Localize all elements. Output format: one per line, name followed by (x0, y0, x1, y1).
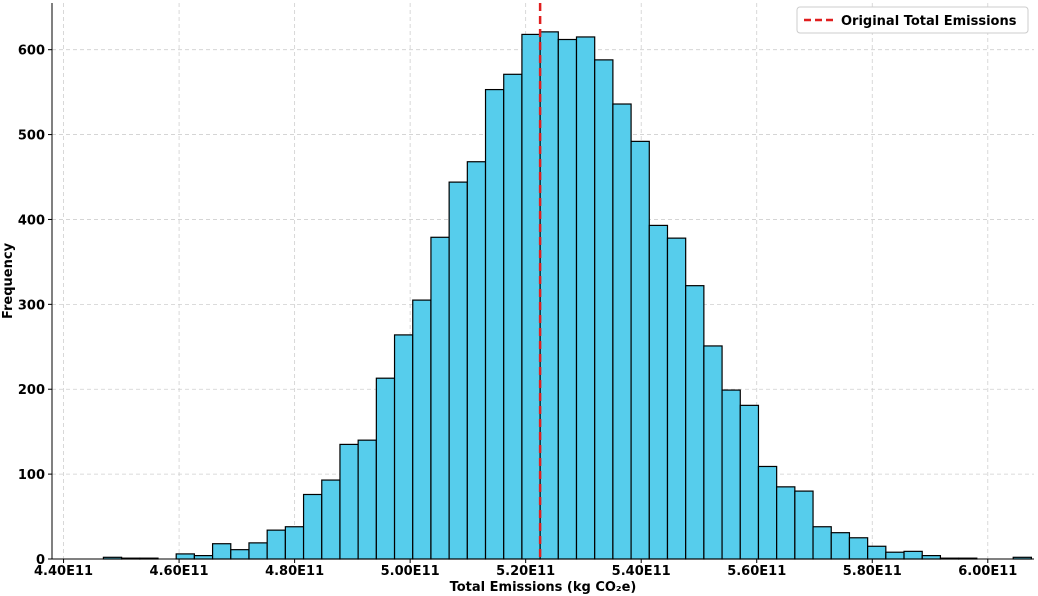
histogram-bar (739, 404, 760, 560)
histogram-bar (266, 529, 286, 560)
histogram-bar (666, 237, 687, 560)
histogram-bar (357, 439, 377, 560)
x-tick-label: 5.20E11 (496, 564, 555, 579)
x-tick-label: 4.40E11 (34, 564, 93, 579)
histogram-bar (557, 38, 578, 560)
y-tick-label: 400 (18, 213, 45, 228)
histogram-bar (757, 465, 778, 560)
x-axis-label: Total Emissions (kg CO₂e) (450, 580, 637, 595)
histogram-bar (230, 549, 250, 560)
histogram-bar (484, 88, 505, 560)
histogram-bar (812, 526, 832, 560)
x-tick-label: 5.60E11 (727, 564, 786, 579)
x-tick-label: 5.80E11 (843, 564, 902, 579)
histogram-bar (648, 224, 669, 560)
x-tick-label: 4.60E11 (150, 564, 209, 579)
x-axis-ticks: 4.40E11 4.60E11 4.80E11 5.00E11 5.20E11 5.40E… (34, 559, 1017, 579)
histogram-bar (248, 542, 268, 560)
legend: Original Total Emissions (796, 6, 1029, 34)
histogram-bar (630, 140, 650, 560)
histogram-bar (375, 377, 396, 560)
histogram-bar (466, 161, 487, 560)
histogram-bar (284, 526, 305, 560)
x-tick-label: 4.80E11 (265, 564, 324, 579)
histogram-bar (430, 236, 450, 560)
y-tick-label: 500 (18, 129, 45, 144)
legend-entry-label: Original Total Emissions (841, 14, 1017, 29)
histogram-bar (703, 345, 723, 560)
histogram-bar (521, 33, 541, 560)
histogram-bar (794, 490, 814, 560)
histogram-bar (612, 103, 632, 560)
histogram-bar (903, 550, 923, 560)
histogram-bar (776, 486, 796, 560)
histogram-bar (830, 532, 851, 560)
x-tick-label: 5.40E11 (612, 564, 671, 579)
axes (51, 3, 1034, 560)
histogram-bar (339, 443, 359, 560)
histogram-bar (448, 181, 468, 560)
histogram-bar (867, 545, 887, 560)
y-tick-label: 200 (18, 383, 45, 398)
histogram-bar (393, 334, 414, 560)
legend-box (796, 6, 1029, 34)
y-tick-label: 300 (18, 298, 45, 313)
histogram-bar (848, 537, 869, 560)
histogram-bar (175, 553, 195, 560)
histogram-bar (885, 551, 905, 560)
histogram-bar (321, 479, 341, 560)
y-axis-ticks: 0 100 200 300 400 500 600 (18, 44, 52, 568)
histogram-bar (921, 555, 942, 560)
y-tick-label: 0 (36, 553, 45, 568)
histogram-bar (685, 285, 705, 560)
histogram-bars (102, 31, 1033, 560)
histogram-bar (503, 73, 523, 560)
histogram-bar (594, 59, 614, 560)
histogram-bar (575, 36, 596, 560)
x-tick-label: 6.00E11 (958, 564, 1017, 579)
y-tick-label: 600 (18, 44, 45, 59)
histogram-bar (302, 493, 323, 560)
x-tick-label: 5.00E11 (381, 564, 440, 579)
y-axis-label: Frequency (1, 242, 16, 319)
histogram-bar (412, 299, 432, 560)
histogram-bar (193, 555, 214, 560)
histogram-bar (539, 31, 559, 560)
y-tick-label: 100 (18, 468, 45, 483)
histogram-bar (211, 543, 232, 560)
histogram-bar (721, 389, 741, 560)
